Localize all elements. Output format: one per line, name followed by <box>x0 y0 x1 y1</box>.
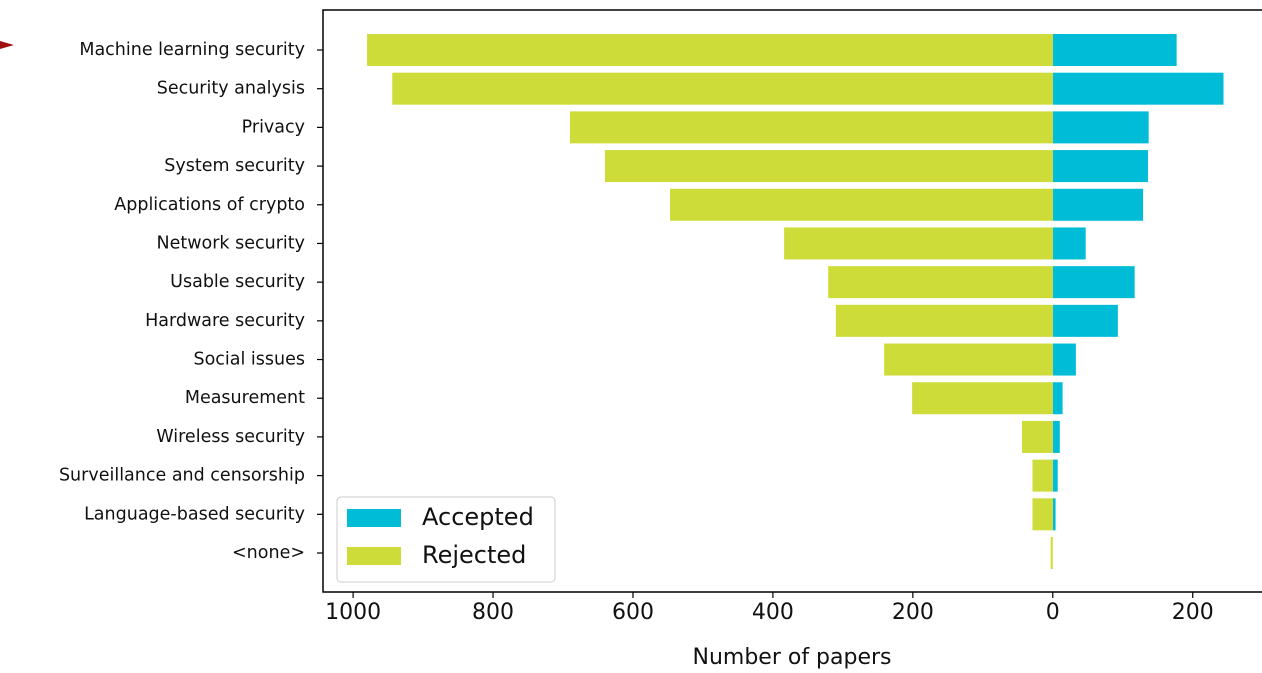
y-tick-label: System security <box>164 156 305 176</box>
bar <box>1032 498 1053 531</box>
bar <box>1052 188 1144 221</box>
x-tick-label: 200 <box>1172 600 1214 625</box>
y-tick-label: Security analysis <box>157 79 305 99</box>
bar <box>1052 382 1063 415</box>
bar <box>828 266 1053 299</box>
bar <box>884 343 1053 376</box>
y-tick-label: Usable security <box>170 272 305 292</box>
bar <box>1022 420 1053 453</box>
bar <box>670 188 1053 221</box>
bar <box>1052 34 1177 66</box>
y-tick-label: Language-based security <box>84 504 305 524</box>
bar <box>1050 537 1053 569</box>
x-tick-label: 800 <box>472 600 514 625</box>
plot-frame <box>322 9 1262 593</box>
bar <box>1052 150 1148 183</box>
bar <box>1052 266 1135 299</box>
legend-swatch <box>347 547 401 565</box>
bar <box>1052 72 1224 105</box>
bar <box>1052 343 1076 376</box>
y-tick-label: Wireless security <box>156 427 305 447</box>
bar <box>912 382 1053 415</box>
legend-label: Accepted <box>422 503 534 531</box>
bar <box>1052 227 1086 260</box>
bar <box>835 304 1053 337</box>
bar <box>784 227 1053 260</box>
bar <box>1052 420 1060 453</box>
bar <box>1052 459 1058 492</box>
x-tick-label: 400 <box>752 600 794 625</box>
y-tick-label: Measurement <box>185 388 305 408</box>
y-tick-label: Privacy <box>242 117 305 137</box>
x-axis-label: Number of papers <box>692 645 891 670</box>
y-tick-label: Machine learning security <box>79 40 305 60</box>
x-tick-label: 600 <box>612 600 654 625</box>
bar <box>1052 304 1118 337</box>
y-tick-label: <none> <box>232 543 305 563</box>
x-tick-label: 1000 <box>325 600 381 625</box>
bar <box>1052 111 1149 144</box>
y-tick-label: Social issues <box>193 350 305 370</box>
y-tick-label: Surveillance and censorship <box>59 466 305 486</box>
bar <box>1052 498 1056 531</box>
bar <box>367 34 1053 66</box>
bar <box>604 150 1053 183</box>
y-tick-label: Hardware security <box>145 311 305 331</box>
legend-swatch <box>347 509 401 527</box>
x-tick-label: 200 <box>892 600 934 625</box>
legend-label: Rejected <box>422 541 526 569</box>
bar <box>569 111 1053 144</box>
bar <box>1032 459 1053 492</box>
y-tick-label: Network security <box>156 233 305 253</box>
pointer-arrow <box>0 41 14 49</box>
bar <box>392 72 1053 105</box>
x-tick-label: 0 <box>1046 600 1060 625</box>
y-tick-label: Applications of crypto <box>114 195 305 215</box>
